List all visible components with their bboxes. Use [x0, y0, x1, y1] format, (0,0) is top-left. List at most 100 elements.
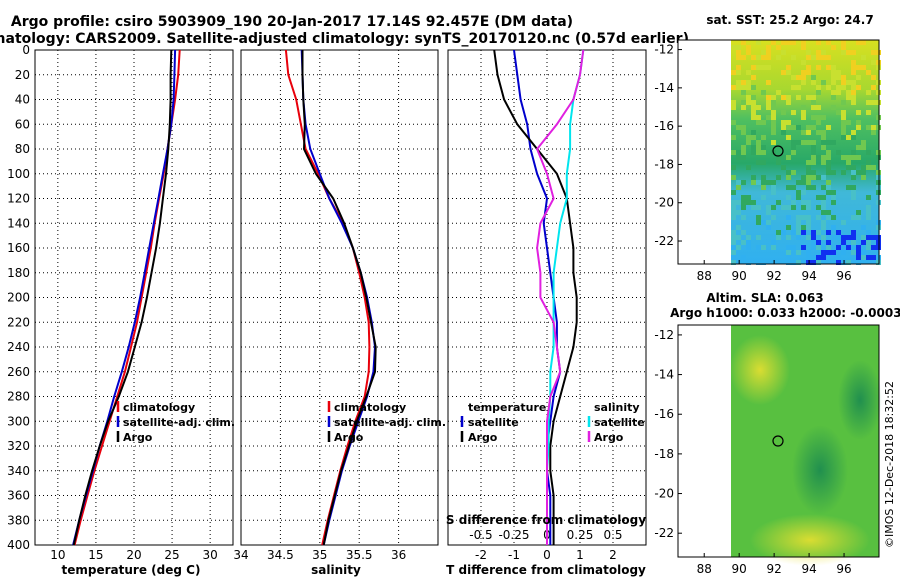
sst-pixel	[871, 125, 876, 130]
sst-pixel	[766, 220, 771, 225]
legend-argo: Argo	[334, 431, 364, 444]
sst-pixel	[871, 130, 876, 135]
x-tick-label: 25	[164, 548, 179, 562]
sst-pixel	[831, 105, 836, 110]
sst-pixel	[846, 165, 851, 170]
map-y-tick-label: -20	[654, 487, 674, 501]
sst-pixel	[846, 245, 851, 250]
sst-pixel	[801, 105, 806, 110]
map-y-tick-label: -20	[654, 196, 674, 210]
sst-pixel	[756, 140, 761, 145]
sst-pixel	[856, 215, 861, 220]
sst-pixel	[751, 145, 756, 150]
sst-pixel	[786, 95, 791, 100]
difference-lines	[493, 49, 585, 545]
sst-pixel	[736, 65, 741, 70]
sst-pixel	[856, 65, 861, 70]
sst-x-ticks: 88 90 92 94 96	[697, 260, 852, 283]
sst-pixel	[781, 155, 786, 160]
sst-pixel	[746, 50, 751, 55]
y-tick-label: 400	[7, 538, 30, 552]
map-y-tick-label: -18	[654, 157, 674, 171]
sst-pixel	[831, 75, 836, 80]
sst-pixel	[781, 40, 786, 45]
sst-pixel	[761, 65, 766, 70]
x-tick-label-top: 0.25	[567, 528, 594, 542]
map-x-tick-label: 94	[801, 562, 816, 576]
sst-pixel	[811, 100, 816, 105]
sst-pixel	[841, 250, 846, 255]
y-tick-label: 220	[7, 315, 30, 329]
sst-pixel	[736, 185, 741, 190]
sst-pixel	[796, 190, 801, 195]
sst-pixel	[741, 150, 746, 155]
sst-pixel	[746, 45, 751, 50]
sst-pixel	[731, 85, 736, 90]
sst-pixel	[751, 65, 756, 70]
sst-pixel	[786, 225, 791, 230]
sst-pixel	[841, 75, 846, 80]
sst-pixel	[821, 195, 826, 200]
sst-pixel	[761, 135, 766, 140]
sst-pixel	[826, 155, 831, 160]
sst-pixel	[826, 160, 831, 165]
sst-pixel	[866, 150, 871, 155]
sst-pixel	[741, 130, 746, 135]
sst-pixel	[826, 210, 831, 215]
sst-pixel	[731, 165, 736, 170]
sst-pixel	[761, 50, 766, 55]
sst-pixel	[811, 255, 816, 260]
legend-sal-satellite: satellite	[594, 416, 645, 429]
map-x-tick-label: 90	[732, 269, 747, 283]
temperature-x-ticks: 10 15 20 25 30	[50, 548, 218, 562]
sst-pixel	[806, 255, 811, 260]
sst-pixel	[871, 75, 876, 80]
sst-map-title: sat. SST: 25.2 Argo: 24.7	[706, 13, 873, 27]
series-line-climatology	[284, 49, 371, 546]
sst-pixel	[816, 50, 821, 55]
sst-pixel	[811, 75, 816, 80]
sst-pixel	[816, 195, 821, 200]
sst-pixel	[751, 180, 756, 185]
sst-pixel	[776, 235, 781, 240]
sst-pixel	[791, 85, 796, 90]
sst-pixel	[861, 255, 866, 260]
sst-pixel	[866, 235, 871, 240]
sst-pixel	[826, 190, 831, 195]
sst-pixel	[731, 45, 736, 50]
sst-pixel	[766, 80, 771, 85]
sst-pixel	[801, 225, 806, 230]
sst-pixel	[801, 190, 806, 195]
sst-pixel	[811, 155, 816, 160]
sst-pixel	[831, 45, 836, 50]
sst-pixel	[841, 115, 846, 120]
x-tick-label-top: -0.5	[469, 528, 492, 542]
sst-pixel	[741, 205, 746, 210]
sst-pixel	[801, 140, 806, 145]
sst-pixel	[731, 210, 736, 215]
sst-pixel	[851, 250, 856, 255]
sst-pixel	[836, 235, 841, 240]
sst-pixel	[786, 155, 791, 160]
sst-pixel	[831, 195, 836, 200]
sst-pixel	[811, 235, 816, 240]
sst-pixel	[836, 70, 841, 75]
sst-pixel	[831, 95, 836, 100]
sst-pixel	[746, 200, 751, 205]
sst-pixel	[761, 195, 766, 200]
sst-pixel	[861, 235, 866, 240]
sst-pixel	[756, 55, 761, 60]
sst-pixel	[761, 55, 766, 60]
y-tick-label: 160	[7, 241, 30, 255]
sst-pixel	[816, 105, 821, 110]
sst-pixel	[826, 85, 831, 90]
sst-pixel	[746, 235, 751, 240]
sst-pixel	[751, 110, 756, 115]
sst-pixel	[856, 210, 861, 215]
sst-pixel	[731, 200, 736, 205]
sst-pixel	[746, 70, 751, 75]
sst-pixel	[786, 125, 791, 130]
sst-pixel	[806, 160, 811, 165]
temperature-grid	[35, 50, 233, 545]
sst-pixel	[821, 140, 826, 145]
